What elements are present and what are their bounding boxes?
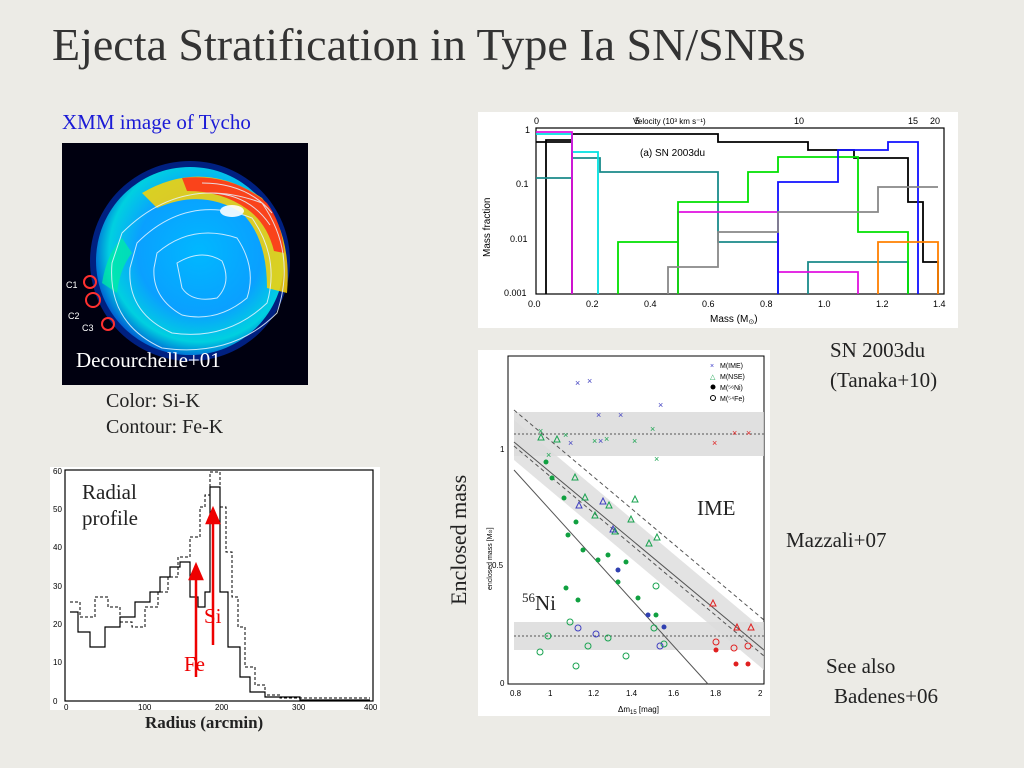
fe-label: Fe <box>184 652 205 676</box>
radial-x-tick: 400 <box>364 703 378 710</box>
legend-fe54: M(⁵⁴Fe) <box>720 396 745 403</box>
radial-y-tick: 40 <box>53 543 62 552</box>
radial-y-tick: 0 <box>53 697 58 706</box>
tanaka-caption: (Tanaka+10) <box>830 368 938 392</box>
tanaka-mass-fraction-plot: Velocity (10³ km s⁻¹) 0 5 10 15 20 1 0.1… <box>478 112 958 328</box>
svg-text:×: × <box>592 436 597 446</box>
radius-axis-label: Radius (arcmin) <box>145 713 264 732</box>
ime-label: IME <box>697 496 736 520</box>
radial-y-tick: 50 <box>53 505 62 514</box>
svg-text:×: × <box>568 438 573 448</box>
svg-text:×: × <box>654 454 659 464</box>
radial-y-tick: 10 <box>53 658 62 667</box>
svg-text:×: × <box>658 400 663 410</box>
radial-label-2: profile <box>82 506 138 530</box>
enclosed-mass-axis-label: Enclosed mass <box>446 474 471 605</box>
svg-text:×: × <box>632 436 637 446</box>
dm15-tick: 1.8 <box>710 689 722 698</box>
mass-fraction-axis-label: Mass fraction <box>482 198 493 257</box>
sn2003du-caption: SN 2003du <box>830 338 926 362</box>
mass-tick: 0.8 <box>760 299 773 309</box>
dm15-tick: 1.4 <box>626 689 638 698</box>
mass-tick: 0.6 <box>702 299 715 309</box>
svg-text:×: × <box>650 424 655 434</box>
dm15-tick: 0.8 <box>510 689 522 698</box>
radial-y-tick: 20 <box>53 620 62 629</box>
dm15-tick: 2 <box>758 689 763 698</box>
see-also-label: See also <box>826 654 896 678</box>
decourchelle-label: Decourchelle+01 <box>76 348 221 372</box>
svg-text:×: × <box>746 428 751 438</box>
svg-text:×: × <box>587 376 592 386</box>
mazzali-caption: Mazzali+07 <box>786 528 887 552</box>
dm15-tick: 1.2 <box>588 689 600 698</box>
radial-profile-plot: 0 10 20 30 40 50 60 0 100 200 300 400 <box>50 467 380 710</box>
radial-x-tick: 200 <box>215 703 229 710</box>
mass-tick: 0.2 <box>586 299 599 309</box>
legend-nse: M(NSE) <box>720 374 745 381</box>
mass-fraction-tick: 0.001 <box>504 288 527 298</box>
svg-text:×: × <box>732 428 737 438</box>
mass-tick: 1.0 <box>818 299 831 309</box>
svg-text:×: × <box>596 410 601 420</box>
si-label: Si <box>204 604 222 628</box>
xmm-caption: XMM image of Tycho <box>62 110 251 134</box>
radial-y-tick: 30 <box>53 582 62 591</box>
mass-fraction-tick: 1 <box>525 125 530 135</box>
legend-ime: M(IME) <box>720 363 743 370</box>
svg-text:△: △ <box>710 374 716 381</box>
mass-tick: 0.0 <box>528 299 541 309</box>
legend-ni56: M(⁵⁶Ni) <box>720 385 743 392</box>
dm15-tick: 1 <box>548 689 553 698</box>
dm15-tick: 1.6 <box>668 689 680 698</box>
svg-text:×: × <box>712 438 717 448</box>
c2-label: C2 <box>68 311 80 321</box>
enclosed-mass-tick: 0 <box>500 679 505 688</box>
svg-text:×: × <box>538 426 543 436</box>
radial-x-tick: 100 <box>138 703 152 710</box>
svg-text:×: × <box>575 378 580 388</box>
tycho-xmm-image: C1 C2 C3 <box>62 143 308 385</box>
svg-text:×: × <box>598 436 603 446</box>
radial-x-tick: 0 <box>64 703 69 710</box>
svg-text:×: × <box>563 430 568 440</box>
mazzali-enclosed-mass-plot: 1 0.5 0 0.8 1 1.2 1.4 1.6 1.8 2 Δm15 [ma… <box>478 350 770 716</box>
mass-tick: 1.4 <box>933 299 946 309</box>
velocity-tick: 0 <box>534 116 539 126</box>
sn2003du-inset-label: (a) SN 2003du <box>640 148 705 159</box>
contour-legend: Contour: Fe-K <box>106 416 224 438</box>
badenes-label: Badenes+06 <box>834 684 938 708</box>
velocity-label: Velocity (10³ km s⁻¹) <box>633 117 706 126</box>
svg-text:×: × <box>604 434 609 444</box>
svg-text:×: × <box>546 450 551 460</box>
enclosed-mass-tick: 0.5 <box>492 561 504 570</box>
mass-tick: 0.4 <box>644 299 657 309</box>
radial-label-1: Radial <box>82 480 137 504</box>
velocity-tick: 10 <box>794 116 804 126</box>
dm15-axis-label: Δm15 [mag] <box>618 705 659 716</box>
velocity-tick: 5 <box>635 116 640 126</box>
c1-label: C1 <box>66 280 78 290</box>
slide-title: Ejecta Stratification in Type Ia SN/SNRs <box>52 19 806 70</box>
velocity-tick: 20 <box>930 116 940 126</box>
mass-tick: 1.2 <box>876 299 889 309</box>
mass-axis-label: Mass (M⊙) <box>710 314 758 326</box>
ni56-label: 56Ni <box>522 590 556 615</box>
radial-y-tick: 60 <box>53 467 62 476</box>
c3-label: C3 <box>82 323 94 333</box>
svg-text:×: × <box>710 363 714 370</box>
radial-x-tick: 300 <box>292 703 306 710</box>
velocity-tick: 15 <box>908 116 918 126</box>
mass-fraction-tick: 0.1 <box>516 179 529 189</box>
svg-text:×: × <box>618 410 623 420</box>
enclosed-mass-tick: 1 <box>500 445 505 454</box>
mass-fraction-tick: 0.01 <box>510 234 528 244</box>
enclosed-mass-inner-label: enclosed mass [M⊙] <box>487 527 494 590</box>
color-legend: Color: Si-K <box>106 390 200 412</box>
